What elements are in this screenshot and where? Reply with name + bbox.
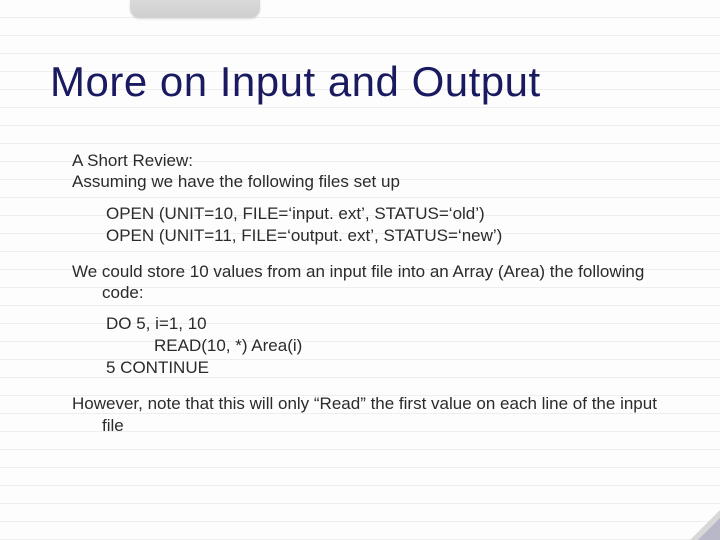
store-text: We could store 10 values from an input f… xyxy=(72,261,660,304)
top-tab-decoration xyxy=(130,0,260,18)
review-line: Assuming we have the following files set… xyxy=(72,171,660,192)
page-curl-icon xyxy=(690,510,720,540)
review-heading: A Short Review: xyxy=(72,150,660,171)
slide: More on Input and Output A Short Review:… xyxy=(0,0,720,540)
review-block: A Short Review: Assuming we have the fol… xyxy=(72,150,660,193)
open-stmt-2: OPEN (UNIT=11, FILE=‘output. ext’, STATU… xyxy=(106,225,660,247)
note-text: However, note that this will only “Read”… xyxy=(72,393,660,436)
slide-body: A Short Review: Assuming we have the fol… xyxy=(72,150,660,446)
do-line: DO 5, i=1, 10 xyxy=(106,313,660,335)
do-loop: DO 5, i=1, 10 READ(10, *) Area(i) 5 CONT… xyxy=(106,313,660,379)
read-line: READ(10, *) Area(i) xyxy=(106,335,660,357)
continue-line: 5 CONTINUE xyxy=(106,357,660,379)
open-statements: OPEN (UNIT=10, FILE=‘input. ext’, STATUS… xyxy=(106,203,660,247)
open-stmt-1: OPEN (UNIT=10, FILE=‘input. ext’, STATUS… xyxy=(106,203,660,225)
slide-title: More on Input and Output xyxy=(50,58,541,106)
